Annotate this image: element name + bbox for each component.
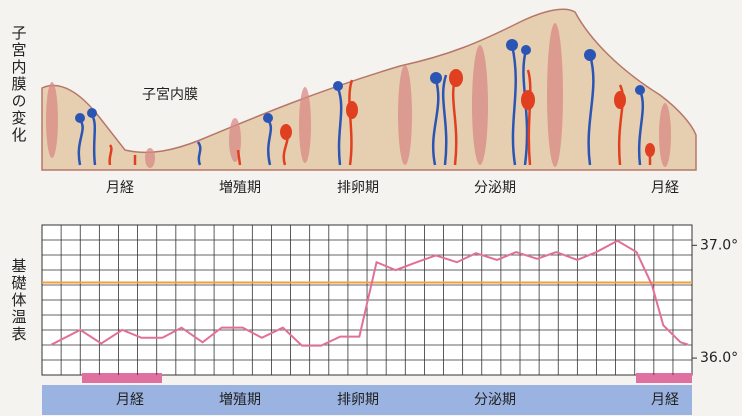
phase-band xyxy=(42,385,692,415)
menses-bar xyxy=(82,373,162,383)
endometrium-tissue xyxy=(41,8,697,171)
phase-label: 排卵期 xyxy=(337,392,379,408)
y-tick-label: 36.0° xyxy=(700,350,738,366)
phase-label: 月経 xyxy=(651,392,679,408)
phase-label: 増殖期 xyxy=(219,391,261,408)
phase-label: 分泌期 xyxy=(474,392,516,408)
phase-label: 月経 xyxy=(116,392,144,408)
temperature-line xyxy=(51,239,689,347)
vessel-nodes xyxy=(75,39,655,157)
phase-label: 月経 xyxy=(651,180,679,196)
menses-bar xyxy=(636,373,692,383)
stripes xyxy=(46,23,671,168)
phase-label: 月経 xyxy=(106,180,134,196)
illustration-title: 子宮内膜の変化 xyxy=(10,25,28,144)
phase-label: 排卵期 xyxy=(337,180,379,196)
vessels xyxy=(77,44,652,166)
y-tick-label: 37.0° xyxy=(700,237,738,253)
phase-label: 分泌期 xyxy=(474,180,516,196)
y-axis-title: 基礎体温表 xyxy=(10,258,28,343)
endometrium-illustration: 子宮内膜の変化 子宮内膜 月経 増殖期 排卵期 分泌期 月経 xyxy=(10,8,697,196)
tissue-label: 子宮内膜 xyxy=(142,87,198,103)
phase-label: 増殖期 xyxy=(219,179,261,196)
